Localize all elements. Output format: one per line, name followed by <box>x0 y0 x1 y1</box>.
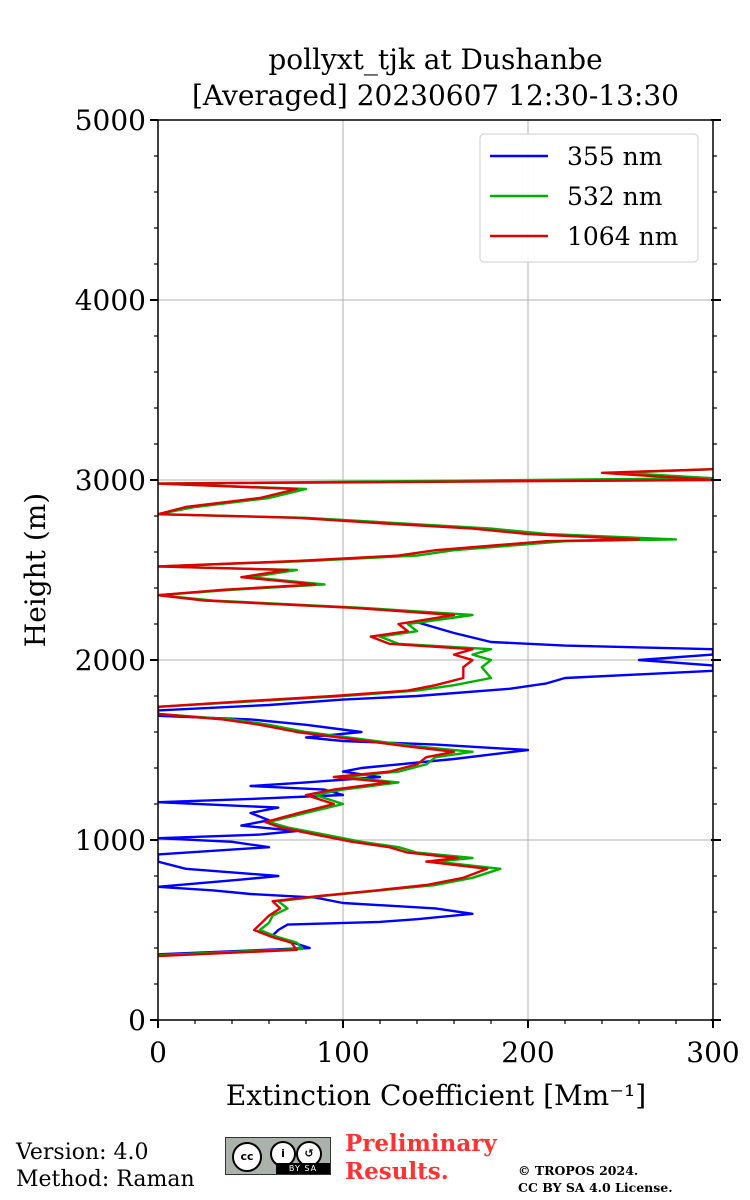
series-lines <box>158 468 713 958</box>
sa-icon: ↺ <box>296 1141 322 1167</box>
legend: 355 nm 532 nm 1064 nm <box>479 133 699 263</box>
grid-lines <box>158 120 713 1020</box>
legend-box <box>479 133 699 263</box>
plot-frame <box>157 119 714 1021</box>
y-tick-label: 5000 <box>75 104 146 137</box>
preliminary-line1: Preliminary <box>345 1130 497 1157</box>
y-tick-label: 0 <box>128 1004 146 1037</box>
x-tick-label: 0 <box>149 1036 167 1069</box>
preliminary-line2: Results. <box>345 1158 449 1185</box>
x-tick-label: 300 <box>686 1036 739 1069</box>
y-tick-label: 3000 <box>75 464 146 497</box>
y-tick-label: 1000 <box>75 824 146 857</box>
x-axis-label: Extinction Coefficient [Mm⁻¹] <box>226 1079 646 1112</box>
legend-label: 1064 nm <box>567 222 679 251</box>
x-tick-label: 100 <box>316 1036 369 1069</box>
series-line-355-nm <box>158 621 713 956</box>
x-tick-label: 200 <box>501 1036 554 1069</box>
axis-ticks <box>150 119 721 1028</box>
preliminary-notice: Preliminary Results. <box>345 1130 497 1186</box>
version-text: Version: 4.0 <box>16 1140 149 1165</box>
cc-license-logo: cc i ↺ BY SA <box>225 1137 331 1175</box>
y-tick-label: 2000 <box>75 644 146 677</box>
copyright-line2: CC BY SA 4.0 License. <box>518 1180 673 1195</box>
legend-label: 532 nm <box>567 182 663 211</box>
copyright-line1: © TROPOS 2024. <box>518 1163 639 1178</box>
series-line-1064-nm <box>158 468 713 958</box>
chart-title-line2: [Averaged] 20230607 12:30-13:30 <box>192 79 679 112</box>
y-axis-label: Height (m) <box>19 493 52 647</box>
method-text: Method: Raman <box>16 1167 195 1192</box>
cc-icon: cc <box>232 1142 262 1172</box>
chart-title-line1: pollyxt_tjk at Dushanbe <box>268 43 603 76</box>
legend-label: 355 nm <box>567 142 663 171</box>
y-tick-label: 4000 <box>75 284 146 317</box>
cc-badge-text: BY SA <box>276 1163 330 1174</box>
